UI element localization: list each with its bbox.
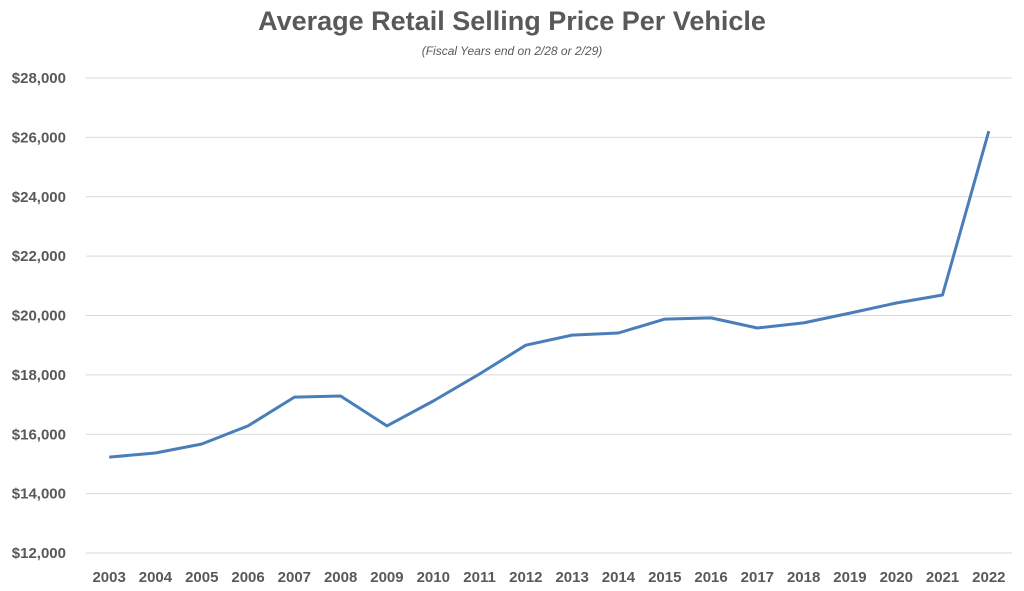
x-tick-label: 2017 xyxy=(741,569,774,586)
y-tick-label: $18,000 xyxy=(12,367,66,384)
y-tick-label: $16,000 xyxy=(12,426,66,443)
y-tick-label: $20,000 xyxy=(12,308,66,325)
y-tick-label: $12,000 xyxy=(12,545,66,562)
x-tick-label: 2014 xyxy=(602,569,636,586)
x-tick-label: 2010 xyxy=(417,569,450,586)
x-tick-label: 2007 xyxy=(278,569,311,586)
x-tick-label: 2021 xyxy=(926,569,959,586)
y-tick-label: $22,000 xyxy=(12,248,66,265)
y-axis-ticks: $12,000 $14,000 $16,000 $18,000 $20,000 $22,0… xyxy=(12,70,66,562)
series-group xyxy=(109,130,991,459)
x-tick-label: 2009 xyxy=(370,569,403,586)
x-axis-ticks: 2003 2004 2005 2006 2007 2008 2009 2010 2011 2012… xyxy=(92,569,1005,586)
y-tick-label: $26,000 xyxy=(12,129,66,146)
x-tick-label: 2008 xyxy=(324,569,357,586)
chart-title: Average Retail Selling Price Per Vehicle xyxy=(258,6,766,36)
chart-subtitle: (Fiscal Years end on 2/28 or 2/29) xyxy=(421,44,603,58)
x-tick-label: 2022 xyxy=(972,569,1005,586)
x-tick-label: 2016 xyxy=(694,569,727,586)
x-tick-label: 2018 xyxy=(787,569,820,586)
series-line xyxy=(109,130,991,459)
x-tick-label: 2011 xyxy=(463,569,496,586)
x-tick-label: 2012 xyxy=(509,569,542,586)
x-tick-label: 2004 xyxy=(139,569,173,586)
x-tick-label: 2013 xyxy=(555,569,588,586)
x-tick-label: 2005 xyxy=(185,569,218,586)
gridlines xyxy=(86,77,1012,554)
x-tick-label: 2006 xyxy=(231,569,264,586)
y-tick-label: $28,000 xyxy=(12,70,66,87)
y-tick-label: $14,000 xyxy=(12,486,66,503)
x-tick-label: 2015 xyxy=(648,569,681,586)
x-tick-label: 2003 xyxy=(92,569,125,586)
x-tick-label: 2019 xyxy=(833,569,866,586)
x-tick-label: 2020 xyxy=(880,569,913,586)
y-tick-label: $24,000 xyxy=(12,189,66,206)
